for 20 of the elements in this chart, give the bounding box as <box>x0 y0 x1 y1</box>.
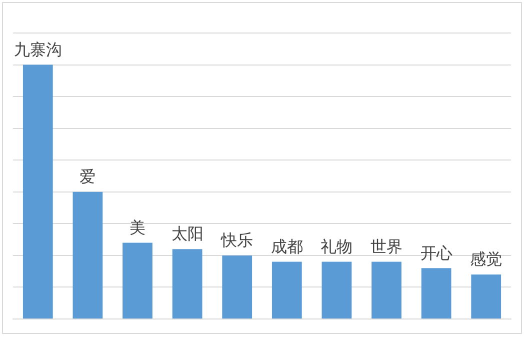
bar <box>72 192 103 318</box>
bar <box>471 274 502 318</box>
x-tick-label: 太阳 <box>171 224 204 244</box>
bar <box>372 262 402 318</box>
bar <box>322 262 352 318</box>
x-tick-label: 九寨沟 <box>14 40 62 59</box>
bar <box>222 255 252 318</box>
x-tick-label: 爱 <box>80 167 96 186</box>
bar <box>272 262 302 318</box>
x-tick-label: 世界 <box>370 236 402 256</box>
x-tick-label: 开心 <box>420 243 452 262</box>
x-tick-label: 成都 <box>270 236 303 256</box>
x-tick-label: 快乐 <box>220 230 254 250</box>
bar <box>172 249 202 318</box>
x-tick-label: 美 <box>130 218 146 237</box>
bar <box>22 64 53 318</box>
bar <box>421 268 452 318</box>
bar <box>122 242 152 318</box>
x-tick-label: 感觉 <box>470 250 502 269</box>
x-tick-label: 礼物 <box>320 236 353 256</box>
